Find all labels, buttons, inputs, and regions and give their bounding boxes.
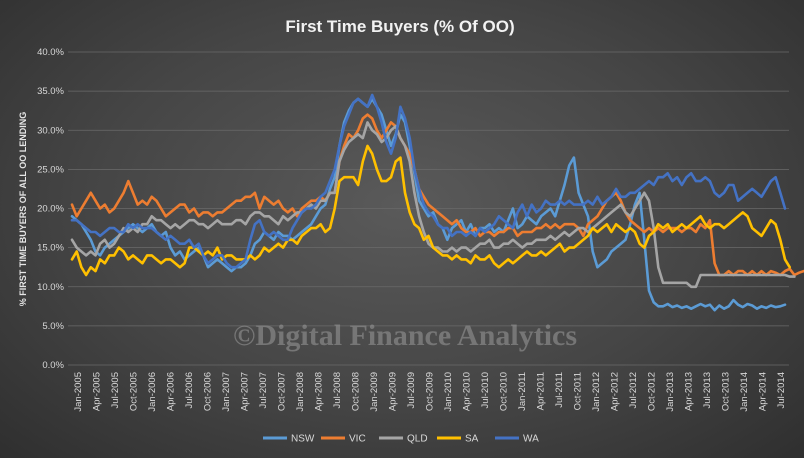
x-tick-label: Apr-2010 [462,372,473,411]
x-tick-label: Apr-2006 [166,372,177,411]
x-tick-label: Apr-2011 [536,372,547,410]
x-tick-label: Jul-2006 [184,372,195,408]
x-tick-label: Jul-2011 [554,372,565,408]
x-tick-label: Jul-2012 [628,372,639,408]
y-tick-label: 35.0% [37,86,64,97]
series-line-nsw [70,97,787,312]
x-tick-label: Jul-2010 [480,372,491,408]
legend-label-vic: VIC [349,434,366,445]
chart-title: First Time Buyers (% Of OO) [285,17,514,36]
x-tick-label: Apr-2008 [314,372,325,411]
legend-label-qld: QLD [407,434,428,445]
legend-label-sa: SA [465,434,479,445]
x-tick-label: Oct-2007 [277,372,288,411]
x-tick-label: Oct-2012 [647,372,658,411]
x-tick-label: Jan-2007 [221,372,232,412]
x-axis-ticks: Jan-2005 Apr-2005 Jul-2005 Oct-2005 Jan-2006… [73,372,787,412]
watermark: ©Digital Finance Analytics [233,319,577,352]
y-tick-label: 20.0% [37,204,64,215]
x-tick-label: Jan-2008 [295,372,306,412]
x-tick-label: Jan-2009 [369,372,380,412]
x-tick-label: Oct-2011 [573,372,584,410]
x-tick-label: Apr-2014 [758,372,769,411]
x-tick-label: Jul-2005 [110,372,121,408]
y-tick-label: 15.0% [37,243,64,254]
x-tick-label: Jan-2005 [73,372,84,412]
series-line-sa [70,144,792,277]
series-lines [70,93,804,312]
x-tick-label: Oct-2010 [499,372,510,411]
x-tick-label: Jan-2006 [147,372,158,412]
x-tick-label: Apr-2007 [240,372,251,411]
legend-label-nsw: NSW [291,434,315,445]
x-tick-label: Jan-2011 [517,372,528,411]
x-tick-label: Jul-2013 [702,372,713,408]
legend: NSW VIC QLD SA WA [263,434,539,445]
x-tick-label: Oct-2005 [129,372,140,411]
x-tick-label: Jan-2013 [665,372,676,412]
y-tick-label: 30.0% [37,125,64,136]
x-tick-label: Apr-2013 [684,372,695,411]
legend-label-wa: WA [523,434,539,445]
y-tick-label: 5.0% [42,321,64,332]
x-tick-label: Jul-2007 [258,372,269,408]
y-tick-label: 25.0% [37,164,64,175]
y-tick-label: 40.0% [37,47,64,58]
x-tick-label: Oct-2009 [425,372,436,411]
y-axis-ticks: 0.0% 5.0% 10.0% 15.0% 20.0% 25.0% 30.0% 35.0% 40… [37,47,64,371]
y-tick-label: 10.0% [37,282,64,293]
x-tick-label: Jan-2010 [443,372,454,412]
x-tick-label: Oct-2008 [351,372,362,411]
x-tick-label: Apr-2005 [92,372,103,411]
y-axis-label: % FIRST TIME BUYERS OF ALL OO LENDING [18,112,28,307]
series-line-wa [70,93,787,269]
y-tick-label: 0.0% [42,360,64,371]
x-tick-label: Apr-2012 [610,372,621,411]
x-tick-label: Jul-2009 [406,372,417,408]
x-tick-label: Jul-2008 [332,372,343,408]
x-tick-label: Jan-2012 [591,372,602,412]
series-line-vic [70,113,804,277]
x-tick-label: Jul-2014 [776,372,787,408]
x-tick-label: Oct-2006 [203,372,214,411]
x-tick-label: Oct-2013 [721,372,732,411]
x-tick-label: Apr-2009 [388,372,399,411]
x-tick-label: Jan-2014 [739,372,750,412]
